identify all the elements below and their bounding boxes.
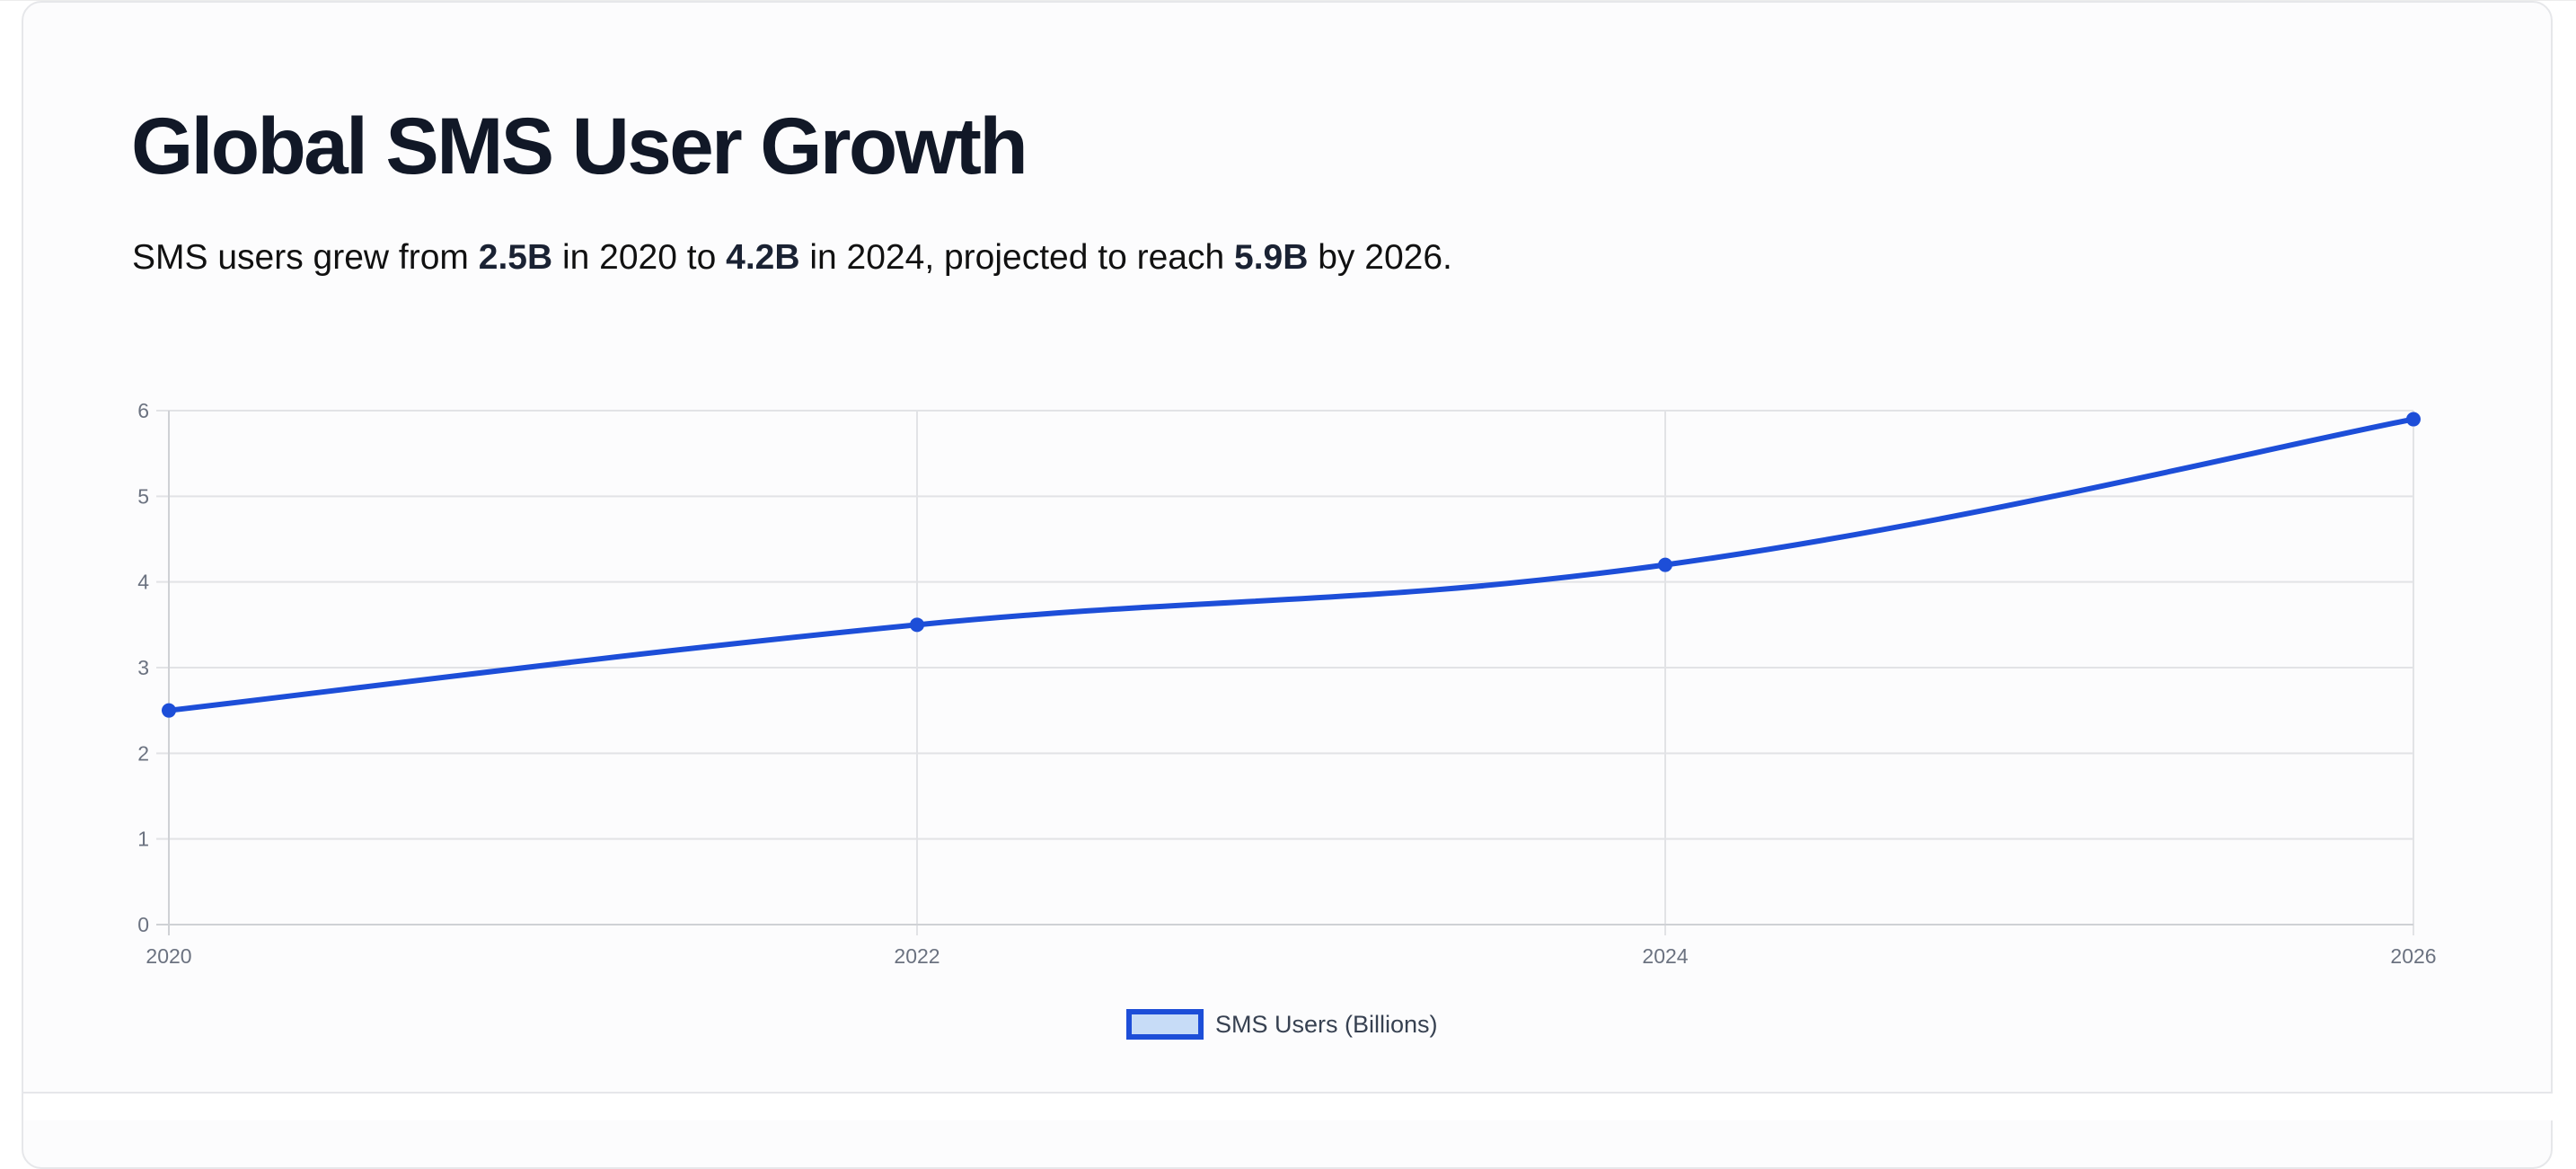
summary-text: in 2024, projected to reach	[799, 238, 1235, 277]
summary-text: in 2020 to	[552, 238, 727, 277]
legend-label: SMS Users (Billions)	[1215, 1010, 1438, 1038]
data-point[interactable]	[162, 703, 176, 718]
summary-value-2026: 5.9B	[1234, 238, 1309, 277]
chart-grid	[156, 410, 2414, 935]
data-point[interactable]	[1658, 557, 1672, 572]
y-tick-label: 1	[137, 828, 149, 851]
next-section	[23, 1094, 2553, 1120]
summary-value-2024: 4.2B	[726, 238, 800, 277]
chart-legend[interactable]: SMS Users (Billions)	[1126, 1009, 1438, 1040]
summary-text: SMS users grew from	[132, 238, 479, 277]
y-tick-label: 4	[137, 571, 149, 594]
summary-text: by 2026.	[1308, 238, 1452, 277]
x-tick-label: 2026	[2390, 944, 2436, 968]
y-tick-label: 0	[137, 913, 149, 936]
x-tick-label: 2020	[146, 944, 191, 968]
y-axis: 0 1 2 3 4 5 6	[137, 399, 149, 936]
summary-value-2020: 2.5B	[478, 238, 553, 277]
section-divider	[23, 1092, 2553, 1094]
legend-swatch-icon	[1126, 1009, 1204, 1040]
data-points	[162, 412, 2421, 718]
series-line[interactable]	[166, 416, 2416, 713]
data-point[interactable]	[910, 617, 924, 633]
line-chart: 0 1 2 3 4 5 6 2020 2022 2024 2026	[137, 399, 2436, 968]
y-tick-label: 6	[137, 399, 149, 422]
chart-card	[22, 1, 2553, 1169]
data-point[interactable]	[2406, 412, 2421, 427]
x-tick-label: 2024	[1642, 944, 1688, 968]
page-title: Global SMS User Growth	[131, 101, 1028, 190]
top-strip	[0, 0, 2576, 1]
y-tick-label: 3	[137, 656, 149, 679]
chart-summary: SMS users grew from 2.5B in 2020 to 4.2B…	[132, 237, 1452, 279]
y-tick-label: 2	[137, 741, 149, 765]
x-axis: 2020 2022 2024 2026	[146, 944, 2436, 968]
x-tick-label: 2022	[894, 944, 940, 968]
y-tick-label: 5	[137, 484, 149, 508]
